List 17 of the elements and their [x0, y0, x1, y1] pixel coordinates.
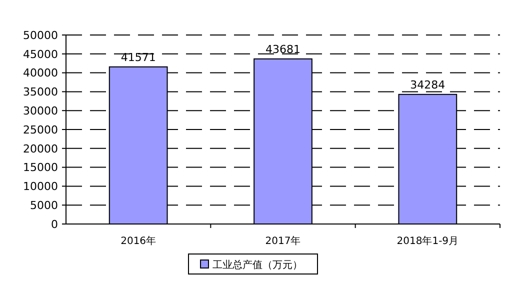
- x-tick-label: 2017年: [265, 235, 301, 247]
- y-tick-label: 35000: [23, 86, 58, 99]
- y-tick-label: 15000: [23, 161, 58, 174]
- x-tick-label: 2016年: [120, 235, 156, 247]
- data-label: 34284: [410, 78, 446, 92]
- y-tick-label: 0: [51, 218, 58, 231]
- y-tick-label: 5000: [30, 198, 58, 212]
- legend-label: 工业总产值（万元）: [212, 259, 302, 271]
- y-tick-label: 25000: [23, 123, 58, 136]
- y-tick-label: 10000: [23, 180, 58, 194]
- y-tick-label: 20000: [23, 142, 58, 156]
- y-tick-label: 45000: [23, 48, 58, 61]
- y-tick-label: 30000: [23, 104, 58, 118]
- y-tick-label: 50000: [23, 28, 58, 42]
- x-tick-label: 2018年1-9月: [396, 235, 459, 247]
- data-label: 43681: [266, 42, 300, 56]
- y-tick-label: 40000: [23, 66, 58, 80]
